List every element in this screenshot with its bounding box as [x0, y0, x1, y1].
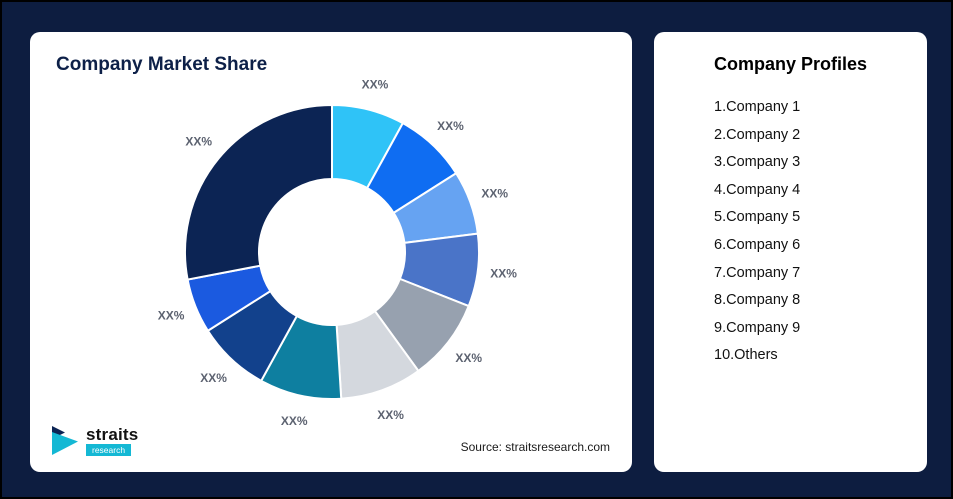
- segment-label: XX%: [362, 77, 389, 91]
- list-item: 6.Company 6: [714, 236, 801, 253]
- profiles-title: Company Profiles: [713, 54, 868, 74]
- straits-logo-icon: [52, 426, 78, 455]
- straits-research-logo: straits research: [52, 426, 138, 456]
- segment-label: XX%: [455, 351, 482, 365]
- list-item: 3.Company 3: [714, 154, 801, 171]
- list-item: 2.Company 2: [714, 126, 801, 143]
- logo-name: straits: [86, 425, 139, 444]
- segment-label: XX%: [281, 414, 308, 428]
- segment-label: XX%: [377, 408, 404, 422]
- company-list: 1.Company 1 2.Company 2 3.Company 3 4.Compa…: [714, 94, 915, 370]
- chart-title: Company Market Share: [56, 54, 268, 75]
- segment-label: XX%: [185, 135, 212, 149]
- segment-label: XX%: [200, 371, 227, 385]
- segment-label: XX%: [490, 267, 517, 281]
- segment-label: XX%: [158, 309, 185, 323]
- company-profiles-card: Company Profiles 1.Company 1 2.Company 2 3…: [654, 32, 927, 472]
- source-note: Source: straitsresearch.com: [460, 440, 610, 454]
- list-item: 5.Company 5: [714, 209, 801, 226]
- donut-segment: [184, 103, 333, 281]
- list-item: 1.Company 1: [714, 99, 801, 115]
- list-item: 7.Company 7: [714, 264, 801, 281]
- market-share-card: Company Market Share XX% XX% XX% XX% XX% XX% X…: [30, 32, 632, 472]
- segment-label: XX%: [437, 119, 464, 133]
- donut-chart: XX% XX% XX% XX% XX% XX% XX% XX% XX% XX%: [158, 77, 517, 428]
- list-item: 8.Company 8: [714, 292, 801, 309]
- logo-subtitle: research: [86, 444, 132, 456]
- segment-label: XX%: [481, 186, 508, 200]
- list-item: 9.Company 9: [714, 319, 801, 336]
- logo-text: straits research: [86, 426, 138, 456]
- list-item: 10.Others: [714, 347, 778, 364]
- list-item: 4.Company 4: [714, 181, 801, 198]
